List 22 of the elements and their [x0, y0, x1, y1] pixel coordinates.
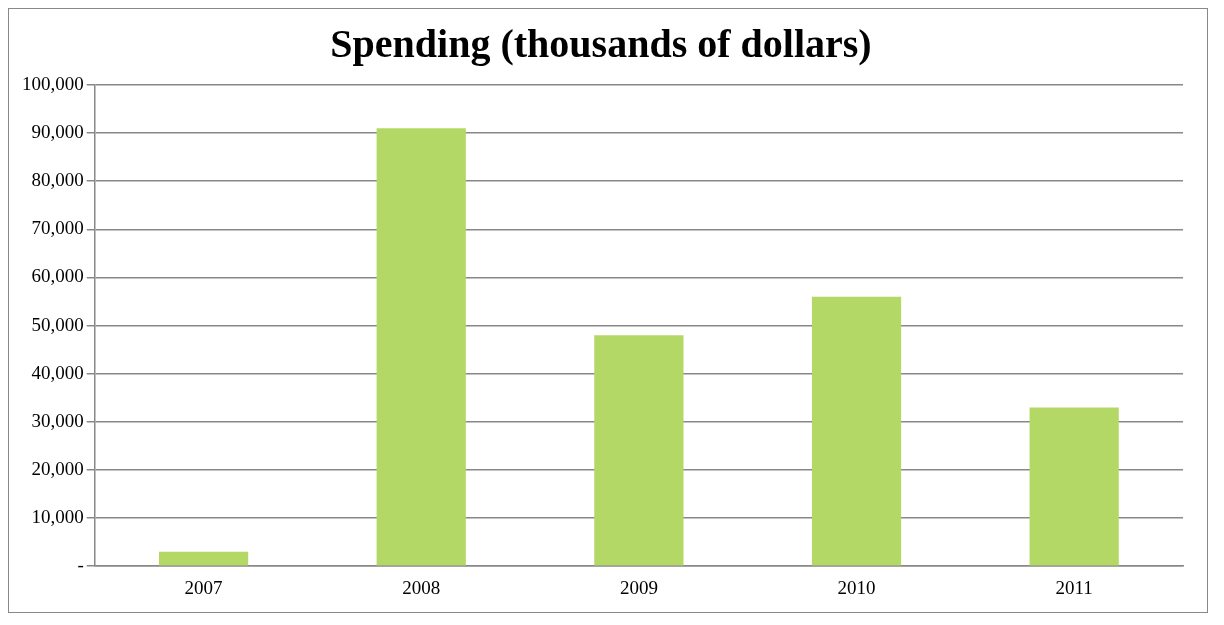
y-tick-label: 50,000	[31, 313, 84, 335]
y-tick-label: 70,000	[31, 217, 84, 239]
y-tick-label: -	[77, 554, 84, 576]
x-tick-label: 2010	[837, 576, 876, 598]
y-tick-label: 10,000	[31, 506, 84, 528]
bar	[158, 551, 249, 566]
y-tick-label: 100,000	[22, 72, 84, 94]
bar	[594, 335, 684, 566]
y-tick-label: 30,000	[31, 409, 84, 431]
x-tick-label: 2009	[619, 576, 658, 598]
x-tick-label: 2007	[184, 576, 223, 598]
bar	[1029, 407, 1119, 566]
y-tick-label: 40,000	[31, 361, 84, 383]
x-tick-label: 2008	[402, 576, 441, 598]
x-tick-label: 2011	[1055, 576, 1093, 598]
y-tick-label: 20,000	[31, 457, 84, 479]
y-tick-label: 60,000	[31, 265, 84, 287]
bar	[376, 128, 466, 566]
chart-title: Spending (thousands of dollars)	[330, 21, 872, 67]
bar	[811, 296, 902, 566]
y-tick-label: 80,000	[31, 169, 84, 191]
y-tick-label: 90,000	[31, 121, 84, 143]
